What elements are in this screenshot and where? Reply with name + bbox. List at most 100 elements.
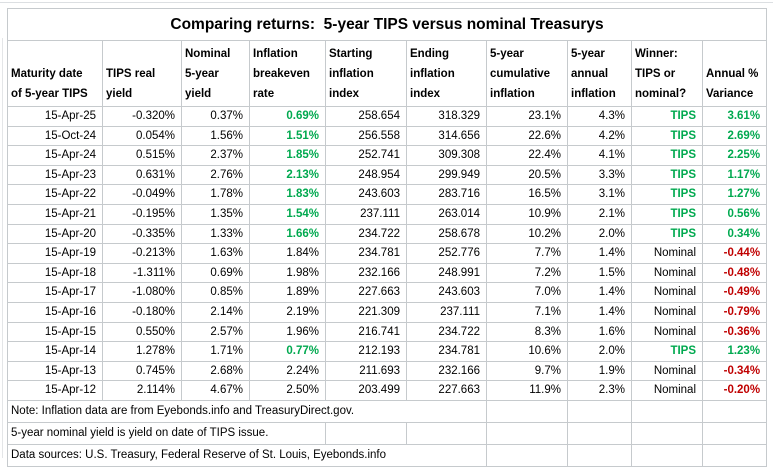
cell-starting-index: 212.193 (325, 341, 407, 362)
cell-annual-inflation: 1.9% (567, 360, 632, 382)
note-row: Note: Inflation data are from Eyebonds.i… (7, 399, 768, 423)
cell-winner: TIPS (631, 184, 703, 205)
cell-ending-index: 248.991 (406, 262, 487, 284)
cell-starting-index: 227.663 (325, 282, 407, 303)
empty-cell (486, 421, 568, 445)
table-title: Comparing returns: 5-year TIPS versus no… (6, 8, 768, 41)
cell-winner: TIPS (631, 106, 703, 127)
cell-breakeven: 1.98% (249, 262, 326, 284)
cell-starting-index: 216.741 (325, 321, 407, 343)
cell-cumulative-inflation: 20.5% (486, 164, 568, 186)
cell-breakeven: 1.83% (249, 184, 326, 205)
empty-cell (567, 443, 632, 467)
cell-starting-index: 221.309 (325, 301, 407, 323)
cell-nominal-yield: 1.35% (181, 203, 250, 225)
cell-tips-real-yield: -1.080% (102, 282, 182, 303)
cell-breakeven: 1.85% (249, 145, 326, 166)
empty-cell (701, 443, 768, 467)
cell-cumulative-inflation: 8.3% (486, 321, 568, 343)
cell-annual-inflation: 1.5% (567, 262, 632, 284)
cell-ending-index: 309.308 (406, 145, 487, 166)
header-row: Maturity date of 5-year TIPS TIPS real y… (7, 40, 768, 107)
column-header-breakeven-rate: Inflation breakeven rate (249, 40, 326, 107)
cell-nominal-yield: 2.37% (181, 145, 250, 166)
cell-variance: -0.79% (701, 301, 768, 323)
cell-starting-index: 234.781 (325, 243, 407, 264)
column-header-annual-inflation: 5-year annual inflation (567, 40, 632, 107)
empty-cell (406, 421, 487, 445)
note-text: Data sources: U.S. Treasury, Federal Res… (7, 443, 487, 467)
cell-breakeven: 1.89% (249, 282, 326, 303)
table-row: 15-Apr-15 0.550% 2.57% 1.96% 216.741 234.722 8… (7, 321, 768, 343)
table-row: 15-Apr-19 -0.213% 1.63% 1.84% 234.781 252.776… (7, 243, 768, 264)
empty-cell (701, 421, 768, 445)
cell-tips-real-yield: -0.320% (102, 106, 182, 127)
cell-nominal-yield: 0.37% (181, 106, 250, 127)
cell-tips-real-yield: 2.114% (102, 380, 182, 401)
cell-cumulative-inflation: 7.7% (486, 243, 568, 264)
cell-starting-index: 211.693 (325, 360, 407, 382)
cell-breakeven: 2.50% (249, 380, 326, 401)
table-row: 15-Apr-13 0.745% 2.68% 2.24% 211.693 232.166 9… (7, 360, 768, 382)
column-header-annual-variance: Annual % Variance (701, 40, 768, 107)
cell-winner: Nominal (631, 321, 703, 343)
cell-cumulative-inflation: 7.0% (486, 282, 568, 303)
empty-cell (486, 399, 568, 423)
cell-ending-index: 234.781 (406, 341, 487, 362)
cell-tips-real-yield: 0.631% (102, 164, 182, 186)
cell-annual-inflation: 3.1% (567, 184, 632, 205)
cell-maturity-date: 15-Apr-20 (7, 223, 103, 245)
cell-variance: 2.69% (701, 125, 768, 147)
cell-annual-inflation: 1.6% (567, 321, 632, 343)
cell-nominal-yield: 1.78% (181, 184, 250, 205)
title-row: Comparing returns: 5-year TIPS versus no… (6, 8, 768, 41)
cell-starting-index: 237.111 (325, 203, 407, 225)
spreadsheet-area: Comparing returns: 5-year TIPS versus no… (6, 8, 768, 467)
cell-nominal-yield: 2.68% (181, 360, 250, 382)
cell-maturity-date: 15-Apr-14 (7, 341, 103, 362)
cell-variance: -0.36% (701, 321, 768, 343)
cell-breakeven: 1.66% (249, 223, 326, 245)
cell-winner: Nominal (631, 262, 703, 284)
cell-cumulative-inflation: 22.4% (486, 145, 568, 166)
cell-starting-index: 243.603 (325, 184, 407, 205)
column-header-cumulative-inflation: 5-year cumulative inflation (486, 40, 568, 107)
table-row: 15-Apr-25 -0.320% 0.37% 0.69% 258.654 318.329… (7, 106, 768, 127)
cell-starting-index: 252.741 (325, 145, 407, 166)
cell-tips-real-yield: 0.515% (102, 145, 182, 166)
cell-cumulative-inflation: 7.1% (486, 301, 568, 323)
empty-cell (631, 399, 703, 423)
cell-tips-real-yield: -0.335% (102, 223, 182, 245)
cell-tips-real-yield: -0.049% (102, 184, 182, 205)
cell-annual-inflation: 4.3% (567, 106, 632, 127)
cell-winner: TIPS (631, 125, 703, 147)
cell-annual-inflation: 2.1% (567, 203, 632, 225)
cell-breakeven: 0.77% (249, 341, 326, 362)
note-text: 5-year nominal yield is yield on date of… (7, 421, 326, 445)
cell-ending-index: 299.949 (406, 164, 487, 186)
cell-annual-inflation: 2.0% (567, 223, 632, 245)
table-row: 15-Apr-20 -0.335% 1.33% 1.66% 234.722 258.678… (7, 223, 768, 245)
tips-comparison-table: Comparing returns: 5-year TIPS versus no… (6, 8, 768, 467)
cell-breakeven: 2.19% (249, 301, 326, 323)
cell-tips-real-yield: 0.054% (102, 125, 182, 147)
column-header-starting-index: Starting inflation index (325, 40, 407, 107)
cell-annual-inflation: 4.1% (567, 145, 632, 166)
table-row: 15-Oct-24 0.054% 1.56% 1.51% 256.558 314.656 2… (7, 125, 768, 147)
table-body: 15-Apr-25 -0.320% 0.37% 0.69% 258.654 318.329… (7, 106, 768, 401)
cell-nominal-yield: 2.57% (181, 321, 250, 343)
empty-cell (567, 421, 632, 445)
cell-cumulative-inflation: 16.5% (486, 184, 568, 205)
cell-maturity-date: 15-Apr-21 (7, 203, 103, 225)
cell-winner: Nominal (631, 282, 703, 303)
cell-tips-real-yield: -1.311% (102, 262, 182, 284)
cell-maturity-date: 15-Apr-17 (7, 282, 103, 303)
cell-variance: -0.34% (701, 360, 768, 382)
cell-nominal-yield: 0.69% (181, 262, 250, 284)
cell-starting-index: 256.558 (325, 125, 407, 147)
cell-annual-inflation: 1.4% (567, 301, 632, 323)
cell-tips-real-yield: 0.745% (102, 360, 182, 382)
cell-cumulative-inflation: 7.2% (486, 262, 568, 284)
cell-ending-index: 243.603 (406, 282, 487, 303)
cell-cumulative-inflation: 10.2% (486, 223, 568, 245)
